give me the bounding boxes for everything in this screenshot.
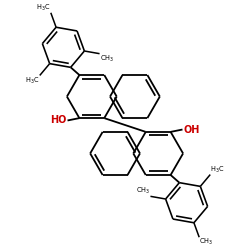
Text: H$_3$C: H$_3$C — [36, 2, 51, 13]
Text: HO: HO — [50, 116, 66, 126]
Text: OH: OH — [184, 124, 200, 134]
Text: CH$_3$: CH$_3$ — [100, 54, 114, 64]
Text: H$_3$C: H$_3$C — [25, 76, 40, 86]
Text: H$_3$C: H$_3$C — [210, 164, 225, 174]
Text: CH$_3$: CH$_3$ — [136, 186, 150, 196]
Text: CH$_3$: CH$_3$ — [199, 237, 214, 248]
